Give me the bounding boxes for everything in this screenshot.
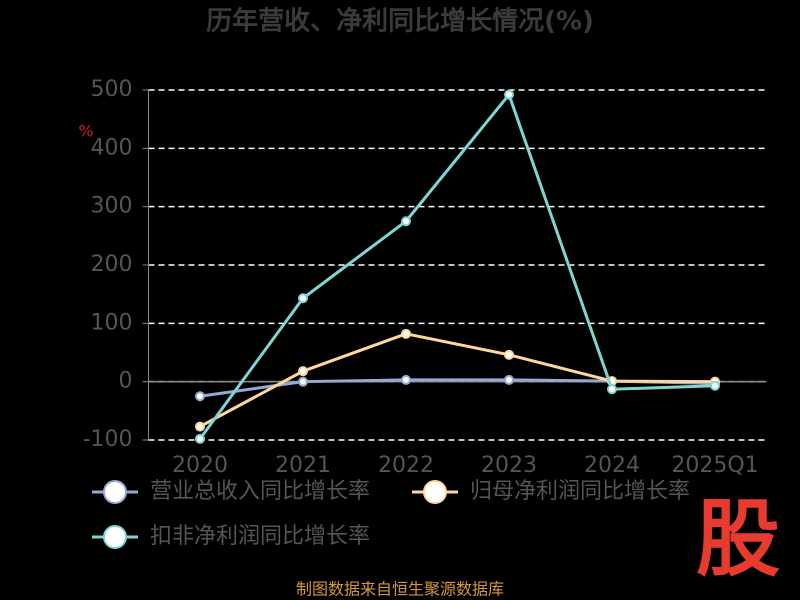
- series-line: [198, 91, 716, 440]
- data-point: [298, 293, 308, 304]
- legend-marker: [103, 525, 127, 549]
- data-point: [195, 391, 205, 402]
- legend-label: 扣非净利润同比增长率: [150, 524, 370, 549]
- x-tick-label: 2023: [481, 453, 537, 478]
- y-tick-label: 100: [91, 310, 133, 335]
- legend-label: 归母净利润同比增长率: [470, 479, 690, 504]
- x-tick-label: 2022: [378, 453, 434, 478]
- y-tick-label: 200: [91, 252, 133, 277]
- x-tick-label: 2021: [275, 453, 331, 478]
- legend-marker: [423, 480, 447, 504]
- source-note: 制图数据来自恒生聚源数据库: [296, 580, 504, 599]
- data-point: [401, 328, 411, 339]
- x-tick-label: 2020: [172, 453, 228, 478]
- logo: 股: [696, 490, 780, 588]
- series-line: [199, 332, 716, 428]
- x-tick-label: 2024: [584, 453, 640, 478]
- legend-label: 营业总收入同比增长率: [150, 479, 370, 504]
- data-point: [298, 366, 308, 377]
- data-point: [504, 374, 514, 385]
- y-tick-label: 0: [119, 369, 133, 394]
- chart-title: 历年营收、净利同比增长情况(%): [206, 6, 594, 37]
- data-point: [195, 421, 205, 432]
- data-point: [504, 349, 514, 360]
- y-tick-label: -100: [83, 427, 133, 452]
- data-point: [607, 384, 617, 395]
- data-point: [298, 376, 308, 387]
- data-point: [401, 374, 411, 385]
- x-tick-label: 2025Q1: [671, 453, 758, 478]
- data-point: [504, 89, 514, 100]
- data-point: [195, 433, 205, 444]
- y-tick-label: 300: [91, 194, 133, 219]
- data-point: [710, 380, 720, 391]
- y-tick-label: 400: [91, 135, 133, 160]
- y-tick-label: 500: [91, 77, 133, 102]
- y-axis-label: %: [78, 122, 93, 141]
- data-point: [401, 216, 411, 227]
- legend-marker: [103, 480, 127, 504]
